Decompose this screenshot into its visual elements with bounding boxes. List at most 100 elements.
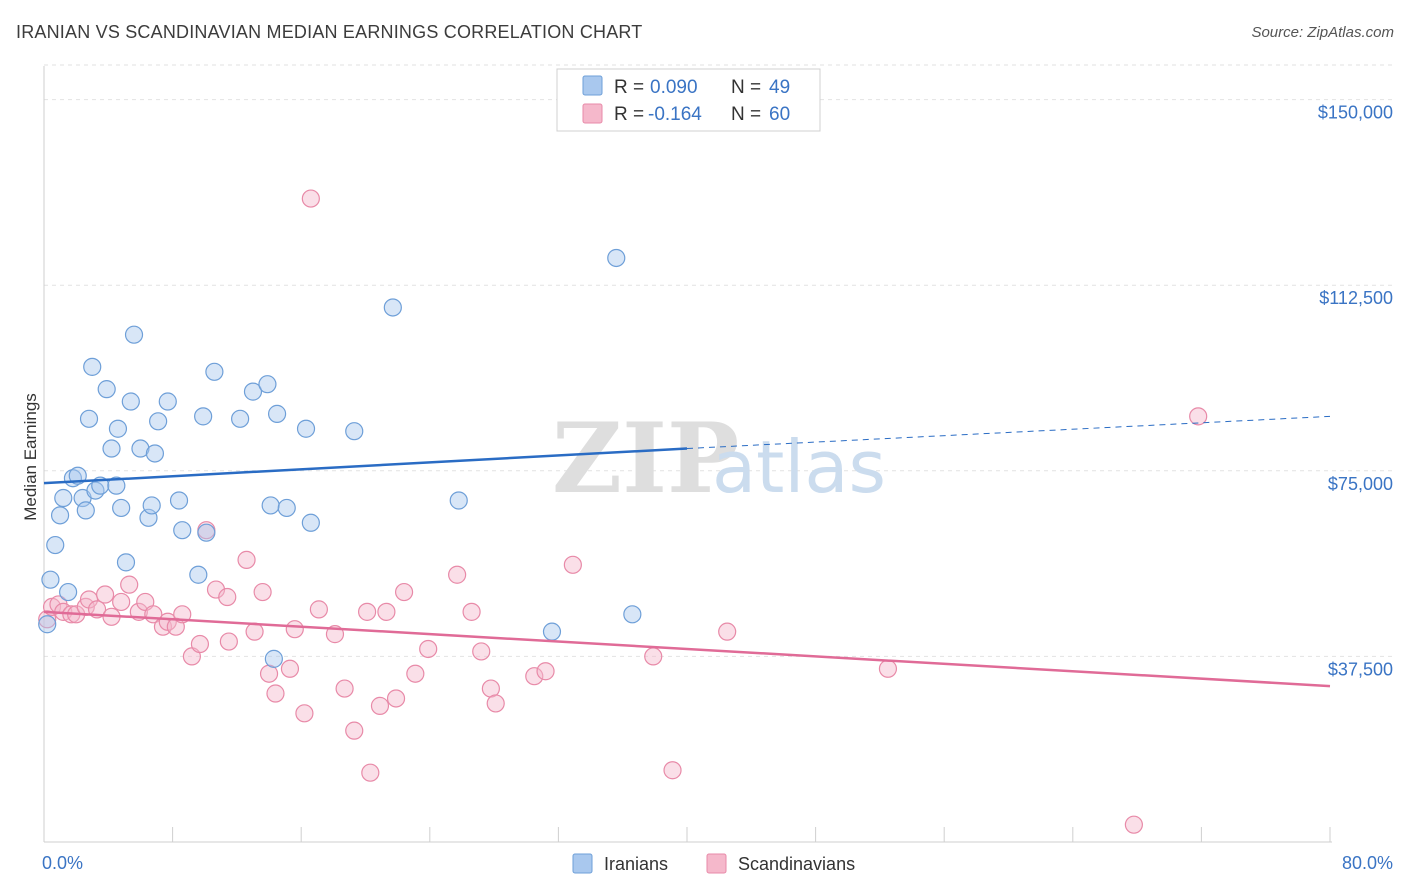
iranians-point-16	[107, 476, 126, 495]
legend-n-value-iranians: 49	[769, 77, 790, 98]
y-axis-title: Median Earnings	[21, 393, 40, 521]
iranians-trend-extension	[686, 415, 1331, 450]
iranians-point-27	[158, 392, 177, 411]
scandinavians-point-60	[1189, 407, 1208, 426]
source-label: Source: ZipAtlas.com	[1251, 24, 1394, 41]
iranians-point-10	[79, 409, 99, 428]
scandinavians-point-27	[245, 622, 264, 641]
iranians-point-3	[50, 506, 70, 525]
scandinavians-point-53	[536, 662, 555, 681]
legend-r-value-scandinavians: -0.164	[648, 104, 702, 125]
legend-n-label-iranians: N =	[731, 77, 761, 98]
iranians-point-46	[607, 248, 626, 268]
chart-title: IRANIAN VS SCANDINAVIAN MEDIAN EARNINGS …	[16, 22, 643, 42]
scandinavians-point-49	[472, 642, 491, 661]
iranians-point-41	[301, 513, 320, 532]
iranians-point-21	[124, 325, 144, 344]
x-max-label: 80.0%	[1342, 853, 1393, 873]
iranians-point-15	[102, 439, 121, 458]
bottom-legend-label-scandinavians: Scandinavians	[738, 854, 855, 874]
watermark: ZIP atlas	[552, 402, 886, 515]
iranians-point-9	[76, 501, 95, 520]
scandinavians-point-48	[462, 602, 481, 621]
scandinavians-point-33	[295, 704, 314, 723]
scandinavians-point-11	[112, 592, 131, 612]
watermark-atlas: atlas	[712, 425, 886, 509]
legend-n-value-scandinavians: 60	[769, 104, 790, 125]
scandinavians-trend-line	[43, 610, 1331, 688]
scandinavians-point-24	[218, 587, 237, 607]
scandinavians-point-51	[486, 694, 505, 713]
y-tick-labels: $37,500 $75,000 $112,500 $150,000	[1318, 103, 1393, 680]
iranians-point-45	[542, 622, 562, 641]
iranians-point-39	[277, 498, 296, 518]
y-tick-label-2: $112,500	[1319, 288, 1393, 308]
y-tick-label-1: $75,000	[1328, 474, 1393, 494]
iranians-point-19	[116, 553, 136, 572]
iranians-point-25	[145, 444, 165, 463]
iranians-point-4	[54, 488, 73, 508]
legend-n-label-scandinavians: N =	[731, 104, 761, 125]
iranians-point-18	[112, 498, 131, 518]
iranians-point-38	[267, 404, 287, 423]
scandinavians-point-37	[335, 679, 354, 698]
scandinavians-point-54	[563, 555, 582, 574]
scandinavians-point-55	[644, 647, 663, 666]
scandinavians-point-56	[663, 761, 682, 780]
scandinavians-point-58	[878, 659, 898, 678]
iranians-point-47	[623, 605, 642, 624]
legend-r-label-scandinavians: R =	[614, 104, 644, 125]
iranians-point-20	[121, 392, 140, 411]
iranians-point-22	[131, 439, 150, 458]
scandinavians-point-32	[285, 620, 304, 639]
scandinavians-point-41	[370, 696, 390, 715]
legend-r-value-iranians: 0.090	[650, 77, 698, 98]
iranians-point-2	[46, 535, 65, 555]
axes	[43, 66, 1332, 843]
scandinavians-point-45	[406, 664, 425, 683]
legend-swatch-scandinavians	[582, 103, 603, 124]
iranians-point-34	[231, 409, 250, 428]
iranians-point-1	[41, 570, 60, 589]
scandinavians-point-25	[219, 632, 238, 651]
scandinavians-point-43	[386, 689, 406, 708]
iranians-point-35	[243, 382, 263, 401]
iranians-point-42	[345, 422, 364, 441]
legend-swatch-iranians	[582, 75, 603, 96]
iranians-point-14	[97, 380, 116, 399]
scandinavians-point-34	[301, 189, 320, 208]
iranians-points	[38, 248, 642, 668]
iranians-trend-line	[43, 447, 688, 485]
iranians-point-40	[296, 419, 316, 438]
scandinavians-point-21	[190, 634, 210, 654]
legend-r-label-iranians: R =	[614, 77, 644, 98]
bottom-legend: Iranians Scandinavians	[572, 853, 855, 874]
scandinavians-point-52	[525, 667, 544, 686]
scandinavians-point-9	[95, 585, 115, 604]
iranians-point-37	[261, 496, 280, 515]
watermark-zip: ZIP	[552, 402, 739, 515]
iranians-point-31	[194, 407, 213, 426]
iranians-point-32	[197, 523, 216, 542]
scandinavians-point-39	[358, 602, 377, 621]
iranians-point-48	[264, 649, 283, 668]
top-legend: R = 0.090 N = 49 R = -0.164 N = 60	[556, 68, 821, 132]
iranians-point-28	[169, 491, 189, 510]
bottom-legend-swatch-scandinavians	[706, 853, 727, 874]
scandinavians-point-12	[120, 575, 139, 594]
iranians-point-33	[205, 362, 224, 381]
iranians-point-29	[173, 521, 192, 540]
scandinavians-point-28	[253, 582, 272, 602]
scandinavians-point-59	[1124, 815, 1143, 834]
iranians-point-0	[38, 615, 57, 634]
scandinavians-point-38	[345, 721, 364, 740]
scandinavians-point-35	[309, 600, 328, 619]
iranians-point-5	[59, 582, 78, 602]
scandinavians-point-31	[280, 659, 300, 678]
bottom-legend-swatch-iranians	[572, 853, 593, 874]
iranians-point-26	[149, 412, 168, 431]
scandinavians-point-44	[394, 582, 414, 602]
iranians-point-24	[142, 496, 161, 515]
y-tick-label-0: $37,500	[1328, 659, 1393, 679]
